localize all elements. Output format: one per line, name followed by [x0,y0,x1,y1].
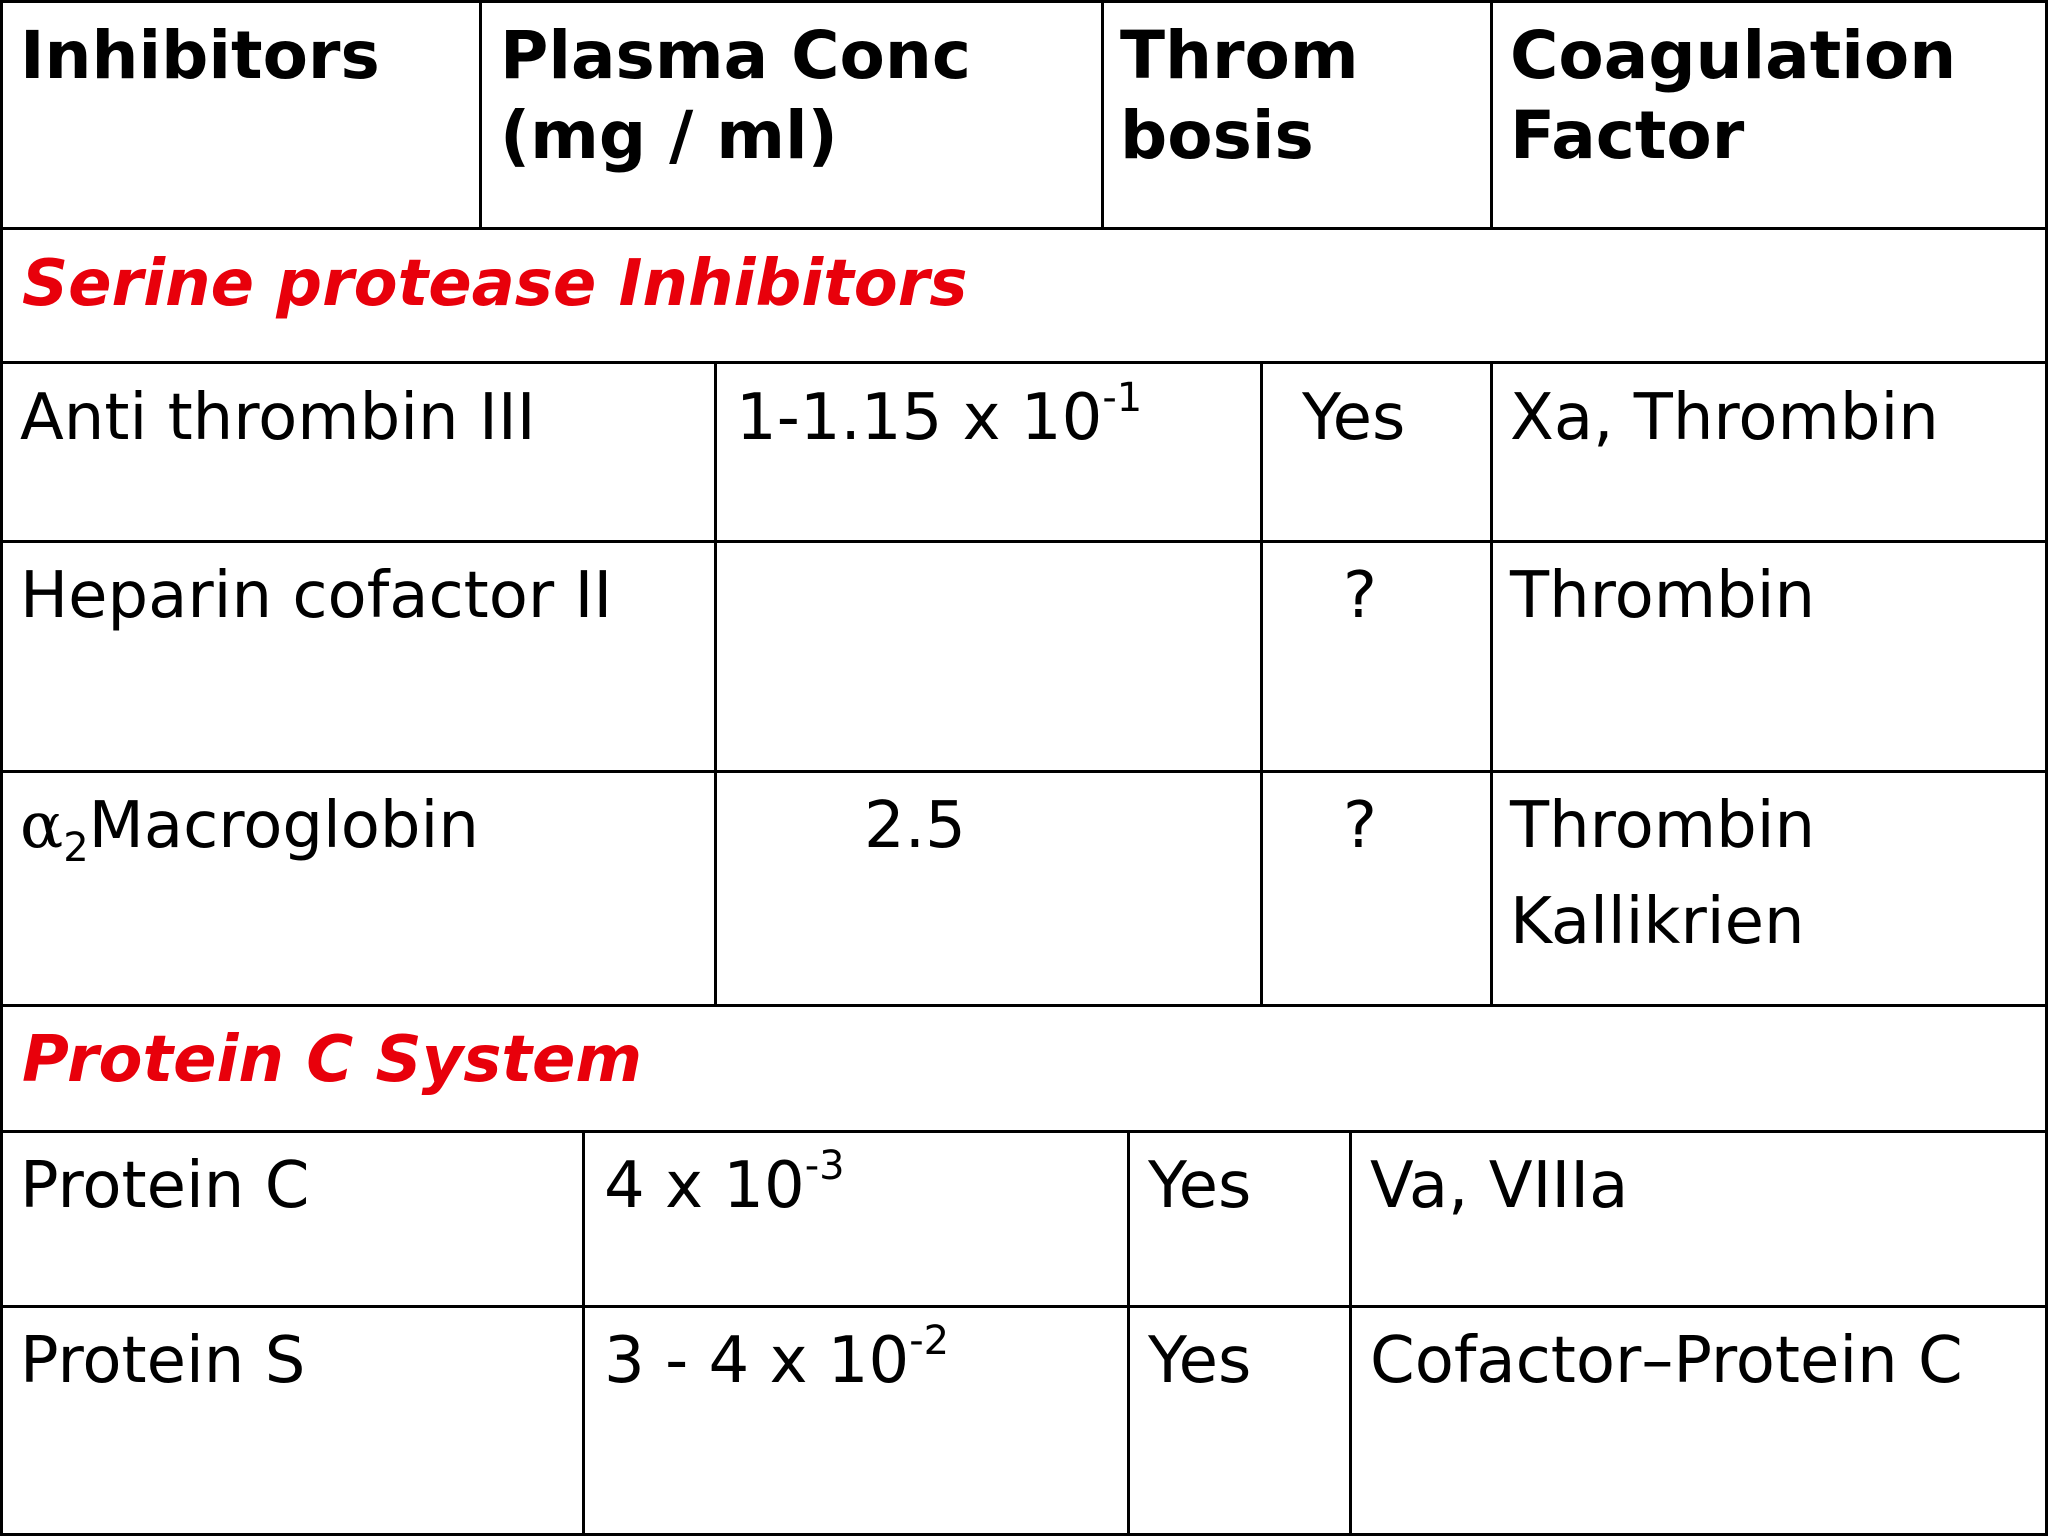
col-divider [714,362,717,1005]
header-coagulation-factor: Coagulation Factor [1510,17,1957,174]
row-pc-thrombosis: Yes [1148,1149,1252,1223]
section-protein-c-system: Protein C System [22,1023,643,1097]
row-pc-conc: 4 x 10-3 [604,1142,845,1223]
section-serine-protease: Serine protease Inhibitors [22,247,968,321]
row-at3-conc: 1-1.15 x 10-1 [736,374,1143,455]
row-pc-name: Protein C [20,1149,310,1223]
row-divider [0,1305,2048,1308]
col-divider [1127,1131,1130,1536]
row-divider [0,1004,2048,1007]
row-divider [0,1130,2048,1133]
row-a2m-factor: Thrombin Kallikrien [1510,789,1816,959]
row-ps-conc: 3 - 4 x 10-2 [604,1317,950,1398]
row-a2m-thrombosis: ? [1343,789,1377,863]
col-divider [1490,362,1493,1005]
row-hc2-factor: Thrombin [1510,559,1816,633]
col-divider [582,1131,585,1536]
row-divider [0,540,2048,543]
col-divider [1349,1131,1352,1536]
table-border-bottom [0,1533,2048,1536]
row-ps-factor: Cofactor–Protein C [1370,1324,1963,1398]
table-border-left [0,0,3,1536]
row-divider [0,361,2048,364]
col-divider [1260,362,1263,1005]
row-a2m-conc: 2.5 [864,789,966,863]
row-at3-name: Anti thrombin III [20,381,536,455]
table-border-right [2045,0,2048,1536]
row-divider [0,770,2048,773]
col-divider [479,0,482,229]
row-ps-thrombosis: Yes [1148,1324,1252,1398]
col-divider [1490,0,1493,229]
col-divider [1101,0,1104,229]
header-thrombosis: Throm bosis [1120,17,1359,174]
row-divider [0,227,2048,230]
table-border-top [0,0,2048,3]
row-pc-factor: Va, VIIIa [1370,1149,1629,1223]
row-at3-thrombosis: Yes [1302,381,1406,455]
header-plasma-conc: Plasma Conc (mg / ml) [500,17,971,174]
row-a2m-name: α2Macroglobin [20,789,479,871]
row-at3-factor: Xa, Thrombin [1510,381,1939,455]
row-hc2-name: Heparin cofactor II [20,559,613,633]
row-ps-name: Protein S [20,1324,306,1398]
row-hc2-thrombosis: ? [1343,559,1377,633]
header-inhibitors: Inhibitors [20,17,380,94]
